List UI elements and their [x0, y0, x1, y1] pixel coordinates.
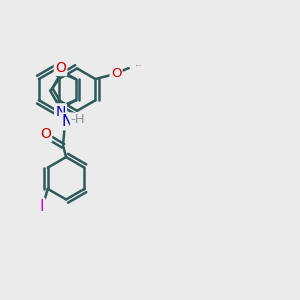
Text: O: O	[55, 61, 66, 75]
Text: N: N	[55, 105, 66, 118]
Text: O: O	[111, 67, 121, 80]
Text: I: I	[40, 199, 44, 214]
Text: N: N	[62, 114, 73, 129]
Text: methoxy: methoxy	[136, 65, 142, 66]
Text: O: O	[40, 127, 51, 141]
Text: -H: -H	[70, 113, 85, 127]
